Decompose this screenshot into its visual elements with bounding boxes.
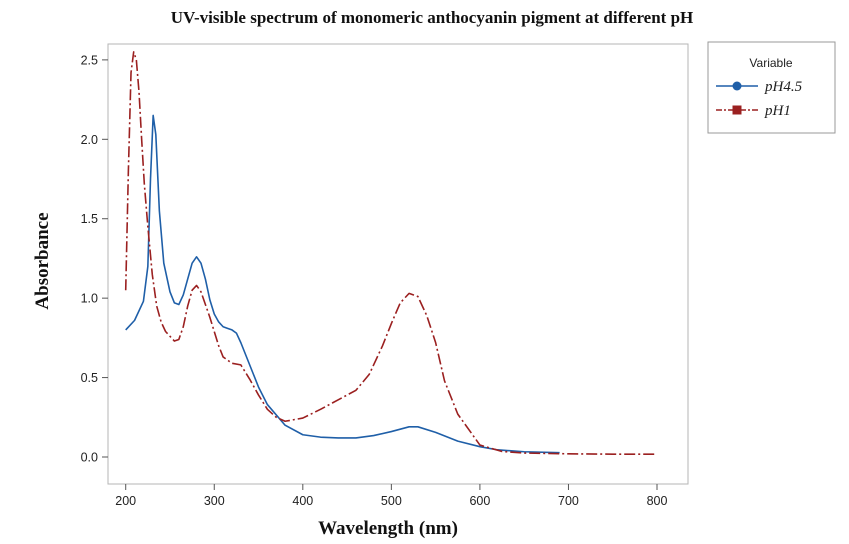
x-axis-label: Wavelength (nm) (318, 518, 458, 539)
series-line-1 (125, 114, 560, 454)
legend-box (707, 41, 836, 134)
x-tick-label: 400 (292, 494, 313, 508)
x-tick-label: 600 (469, 494, 490, 508)
legend-label-1: pH4.5 (764, 79, 803, 95)
series-layer (124, 51, 658, 455)
y-axis-label: Absorbance (32, 212, 53, 309)
legend-circle-marker (732, 81, 742, 91)
x-tick-label: 700 (558, 494, 579, 508)
legend-label-2: pH1 (764, 103, 791, 119)
y-tick-label: 0.0 (81, 450, 98, 464)
x-tick-label: 300 (204, 494, 225, 508)
legend-square-marker (732, 105, 742, 115)
plot-frame (107, 43, 689, 485)
legend-title: Variable (749, 56, 792, 70)
chart-title: UV-visible spectrum of monomeric anthocy… (171, 8, 694, 27)
x-tick-label: 500 (381, 494, 402, 508)
y-tick-label: 1.0 (81, 292, 98, 306)
series-line-2 (124, 51, 658, 455)
x-tick-label: 800 (647, 494, 668, 508)
y-tick-label: 1.5 (81, 212, 98, 226)
x-axis: 200 300 400 500 600 700 800 (115, 484, 667, 508)
y-tick-label: 0.5 (81, 371, 98, 385)
y-tick-label: 2.5 (81, 53, 98, 67)
x-tick-label: 200 (115, 494, 136, 508)
y-axis: 0.0 0.5 1.0 1.5 2.0 2.5 (81, 53, 108, 464)
legend: Variable pH4.5 pH1 (707, 41, 836, 134)
legend-items: pH4.5 pH1 (716, 79, 803, 119)
y-tick-label: 2.0 (81, 133, 98, 147)
